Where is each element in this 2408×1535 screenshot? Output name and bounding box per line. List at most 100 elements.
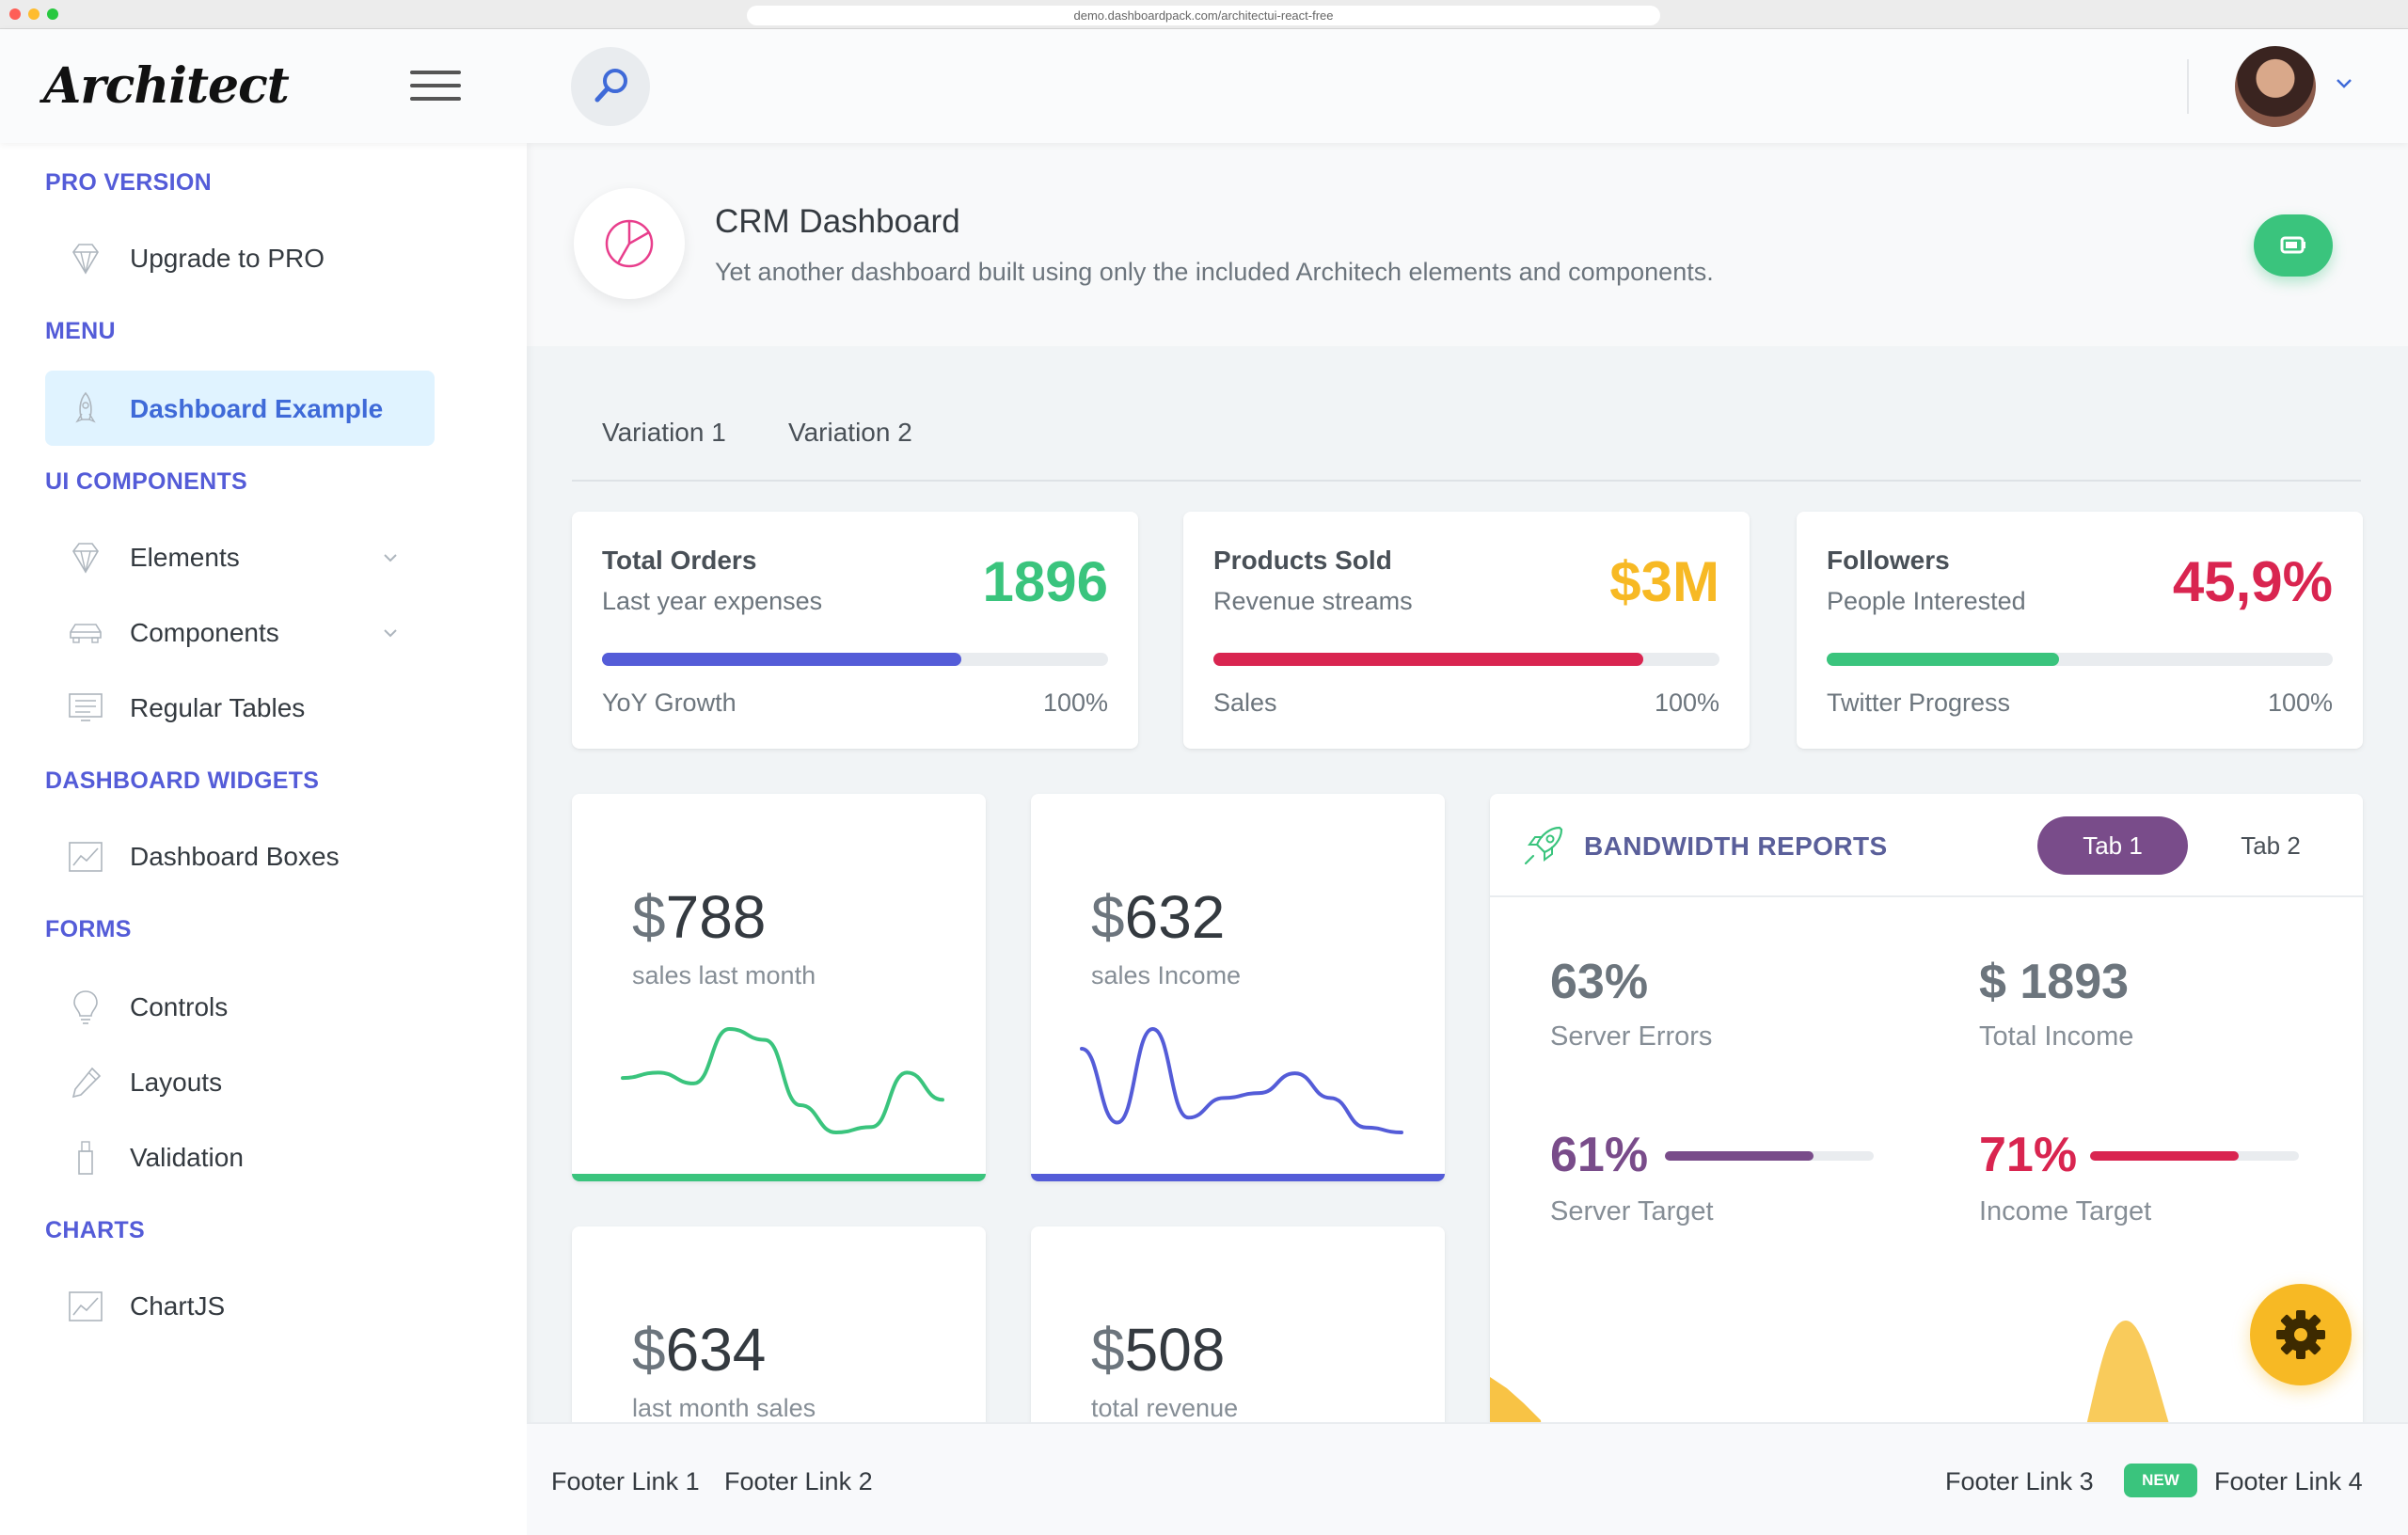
chevron-down-icon	[384, 629, 397, 638]
widget-progress-bar	[1827, 653, 2333, 666]
sparkline-card-sales-last-month: $788 sales last month	[572, 794, 986, 1181]
sparkline-series-line	[1080, 1026, 1403, 1134]
widget-progress-fill	[602, 653, 961, 666]
new-badge: NEW	[2124, 1464, 2197, 1497]
widget-progress-label: YoY Growth	[602, 688, 737, 717]
sparkline-value: $508	[1091, 1315, 1225, 1385]
sidebar-item-controls[interactable]: Controls	[45, 969, 435, 1044]
widget-products-sold: Products Sold Revenue streams $3M Sales …	[1183, 512, 1750, 749]
tab-variation-1[interactable]: Variation 1	[602, 418, 726, 447]
chevron-down-icon[interactable]	[2333, 72, 2355, 95]
sidebar-item-validation[interactable]: Validation	[45, 1119, 435, 1195]
footer-link-3[interactable]: Footer Link 3	[1945, 1467, 2094, 1495]
browser-chrome: demo.dashboardpack.com/architectui-react…	[0, 0, 2408, 29]
widget-value: 45,9%	[2172, 550, 2333, 613]
sidebar-item-chartjs[interactable]: ChartJS	[45, 1268, 435, 1343]
bandwidth-tab-2[interactable]: Tab 2	[2241, 831, 2301, 860]
server-target-progress	[1665, 1151, 1874, 1161]
user-avatar[interactable]	[2235, 46, 2316, 127]
sparkline-label: sales Income	[1091, 961, 1242, 989]
widget-followers: Followers People Interested 45,9% Twitte…	[1797, 512, 2363, 749]
sparkline-chart	[621, 1026, 944, 1135]
bandwidth-tab-1[interactable]: Tab 1	[2037, 816, 2188, 875]
sidebar-item-layouts[interactable]: Layouts	[45, 1044, 435, 1119]
lightbulb-icon	[73, 990, 98, 1024]
sidebar-item-regular-tables[interactable]: Regular Tables	[45, 670, 435, 745]
sparkline-accent-bar	[1031, 1174, 1445, 1181]
currency-symbol: $	[1091, 883, 1125, 951]
rocket-icon	[1524, 826, 1563, 865]
sparkline-card-sales-income: $632 sales Income	[1031, 794, 1445, 1181]
sparkline-value: $788	[632, 882, 766, 952]
server-target-label: Server Target	[1550, 1196, 1714, 1226]
sidebar-item-upgrade[interactable]: Upgrade to PRO	[45, 220, 435, 295]
rocket-icon	[75, 391, 96, 423]
sidebar-item-label: Dashboard Boxes	[130, 842, 340, 871]
widget-title: Products Sold	[1213, 546, 1392, 575]
logo[interactable]: Architect	[43, 57, 290, 115]
sparkline-amount: 632	[1124, 883, 1226, 951]
widget-title: Followers	[1827, 546, 1950, 575]
sidebar-item-elements[interactable]: Elements	[45, 519, 435, 594]
sparkline-accent-bar	[572, 1174, 986, 1181]
currency-symbol: $	[632, 1316, 666, 1384]
footer-link-4[interactable]: Footer Link 4	[2214, 1467, 2363, 1495]
eyedropper-icon	[71, 1067, 102, 1099]
widget-title: Total Orders	[602, 546, 757, 575]
sidebar-item-label: ChartJS	[130, 1291, 226, 1321]
window-close-button[interactable]	[9, 8, 21, 20]
sidebar-heading-charts: CHARTS	[45, 1217, 145, 1243]
sidebar-item-dashboard-boxes[interactable]: Dashboard Boxes	[45, 818, 435, 894]
url-bar[interactable]: demo.dashboardpack.com/architectui-react…	[747, 6, 1660, 25]
usb-icon	[78, 1141, 93, 1175]
server-target-progress-fill	[1665, 1151, 1814, 1161]
sparkline-amount: 788	[665, 883, 767, 951]
sidebar-item-label: Dashboard Example	[130, 394, 384, 423]
app-footer: Footer Link 1 Footer Link 2 Footer Link …	[527, 1422, 2408, 1535]
footer-link-2[interactable]: Footer Link 2	[724, 1467, 873, 1495]
diamond-icon	[72, 543, 99, 574]
page-title: CRM Dashboard	[715, 203, 960, 240]
page-title-icon	[574, 188, 685, 299]
sparkline-value: $634	[632, 1315, 766, 1385]
sidebar-item-dashboard-example[interactable]: Dashboard Example	[45, 371, 435, 446]
sparkline-series-line	[621, 1026, 944, 1135]
settings-button[interactable]	[2250, 1284, 2352, 1385]
gear-icon	[2276, 1310, 2325, 1359]
sparkline-label: total revenue	[1091, 1394, 1239, 1422]
income-target-value: 71%	[1979, 1128, 2078, 1182]
variation-tabs: Variation 1 Variation 2	[572, 414, 2361, 482]
window-zoom-button[interactable]	[47, 8, 58, 20]
currency-symbol: $	[632, 883, 666, 951]
graph-icon	[69, 1291, 103, 1321]
total-income-value: $ 1893	[1979, 955, 2130, 1009]
hamburger-menu-button[interactable]	[410, 67, 461, 104]
sidebar-heading-menu: MENU	[45, 318, 116, 344]
search-icon	[594, 69, 627, 103]
battery-icon	[2280, 236, 2305, 254]
sidebar-item-components[interactable]: Components	[45, 594, 435, 670]
search-button[interactable]	[571, 47, 650, 126]
sidebar-item-label: Upgrade to PRO	[130, 244, 325, 273]
sidebar: PRO VERSION Upgrade to PRO MENU Dashboar…	[0, 143, 527, 1535]
sidebar-item-label: Controls	[130, 992, 229, 1021]
battery-action-button[interactable]	[2254, 214, 2333, 277]
tab-variation-2[interactable]: Variation 2	[788, 418, 912, 447]
widget-progress-fill	[1827, 653, 2060, 666]
footer-link-1[interactable]: Footer Link 1	[551, 1467, 700, 1495]
sidebar-heading-pro: PRO VERSION	[45, 169, 212, 196]
bandwidth-reports-card: BANDWIDTH REPORTS Tab 1 Tab 2 63% Server…	[1490, 794, 2363, 1471]
sparkline-chart	[1080, 1026, 1403, 1134]
sidebar-heading-dashboard-widgets: DASHBOARD WIDGETS	[45, 768, 320, 794]
widget-progress-fill	[1213, 653, 1644, 666]
widget-subtitle: Last year expenses	[602, 587, 823, 615]
widget-progress-bar	[602, 653, 1108, 666]
window-minimize-button[interactable]	[28, 8, 40, 20]
sidebar-heading-ui-components: UI COMPONENTS	[45, 468, 248, 495]
currency-symbol: $	[1091, 1316, 1125, 1384]
bandwidth-title: BANDWIDTH REPORTS	[1584, 831, 1888, 861]
sidebar-item-label: Regular Tables	[130, 693, 306, 722]
sidebar-item-label: Layouts	[130, 1068, 223, 1097]
income-target-progress-fill	[2090, 1151, 2239, 1161]
server-target-value: 61%	[1550, 1128, 1649, 1182]
